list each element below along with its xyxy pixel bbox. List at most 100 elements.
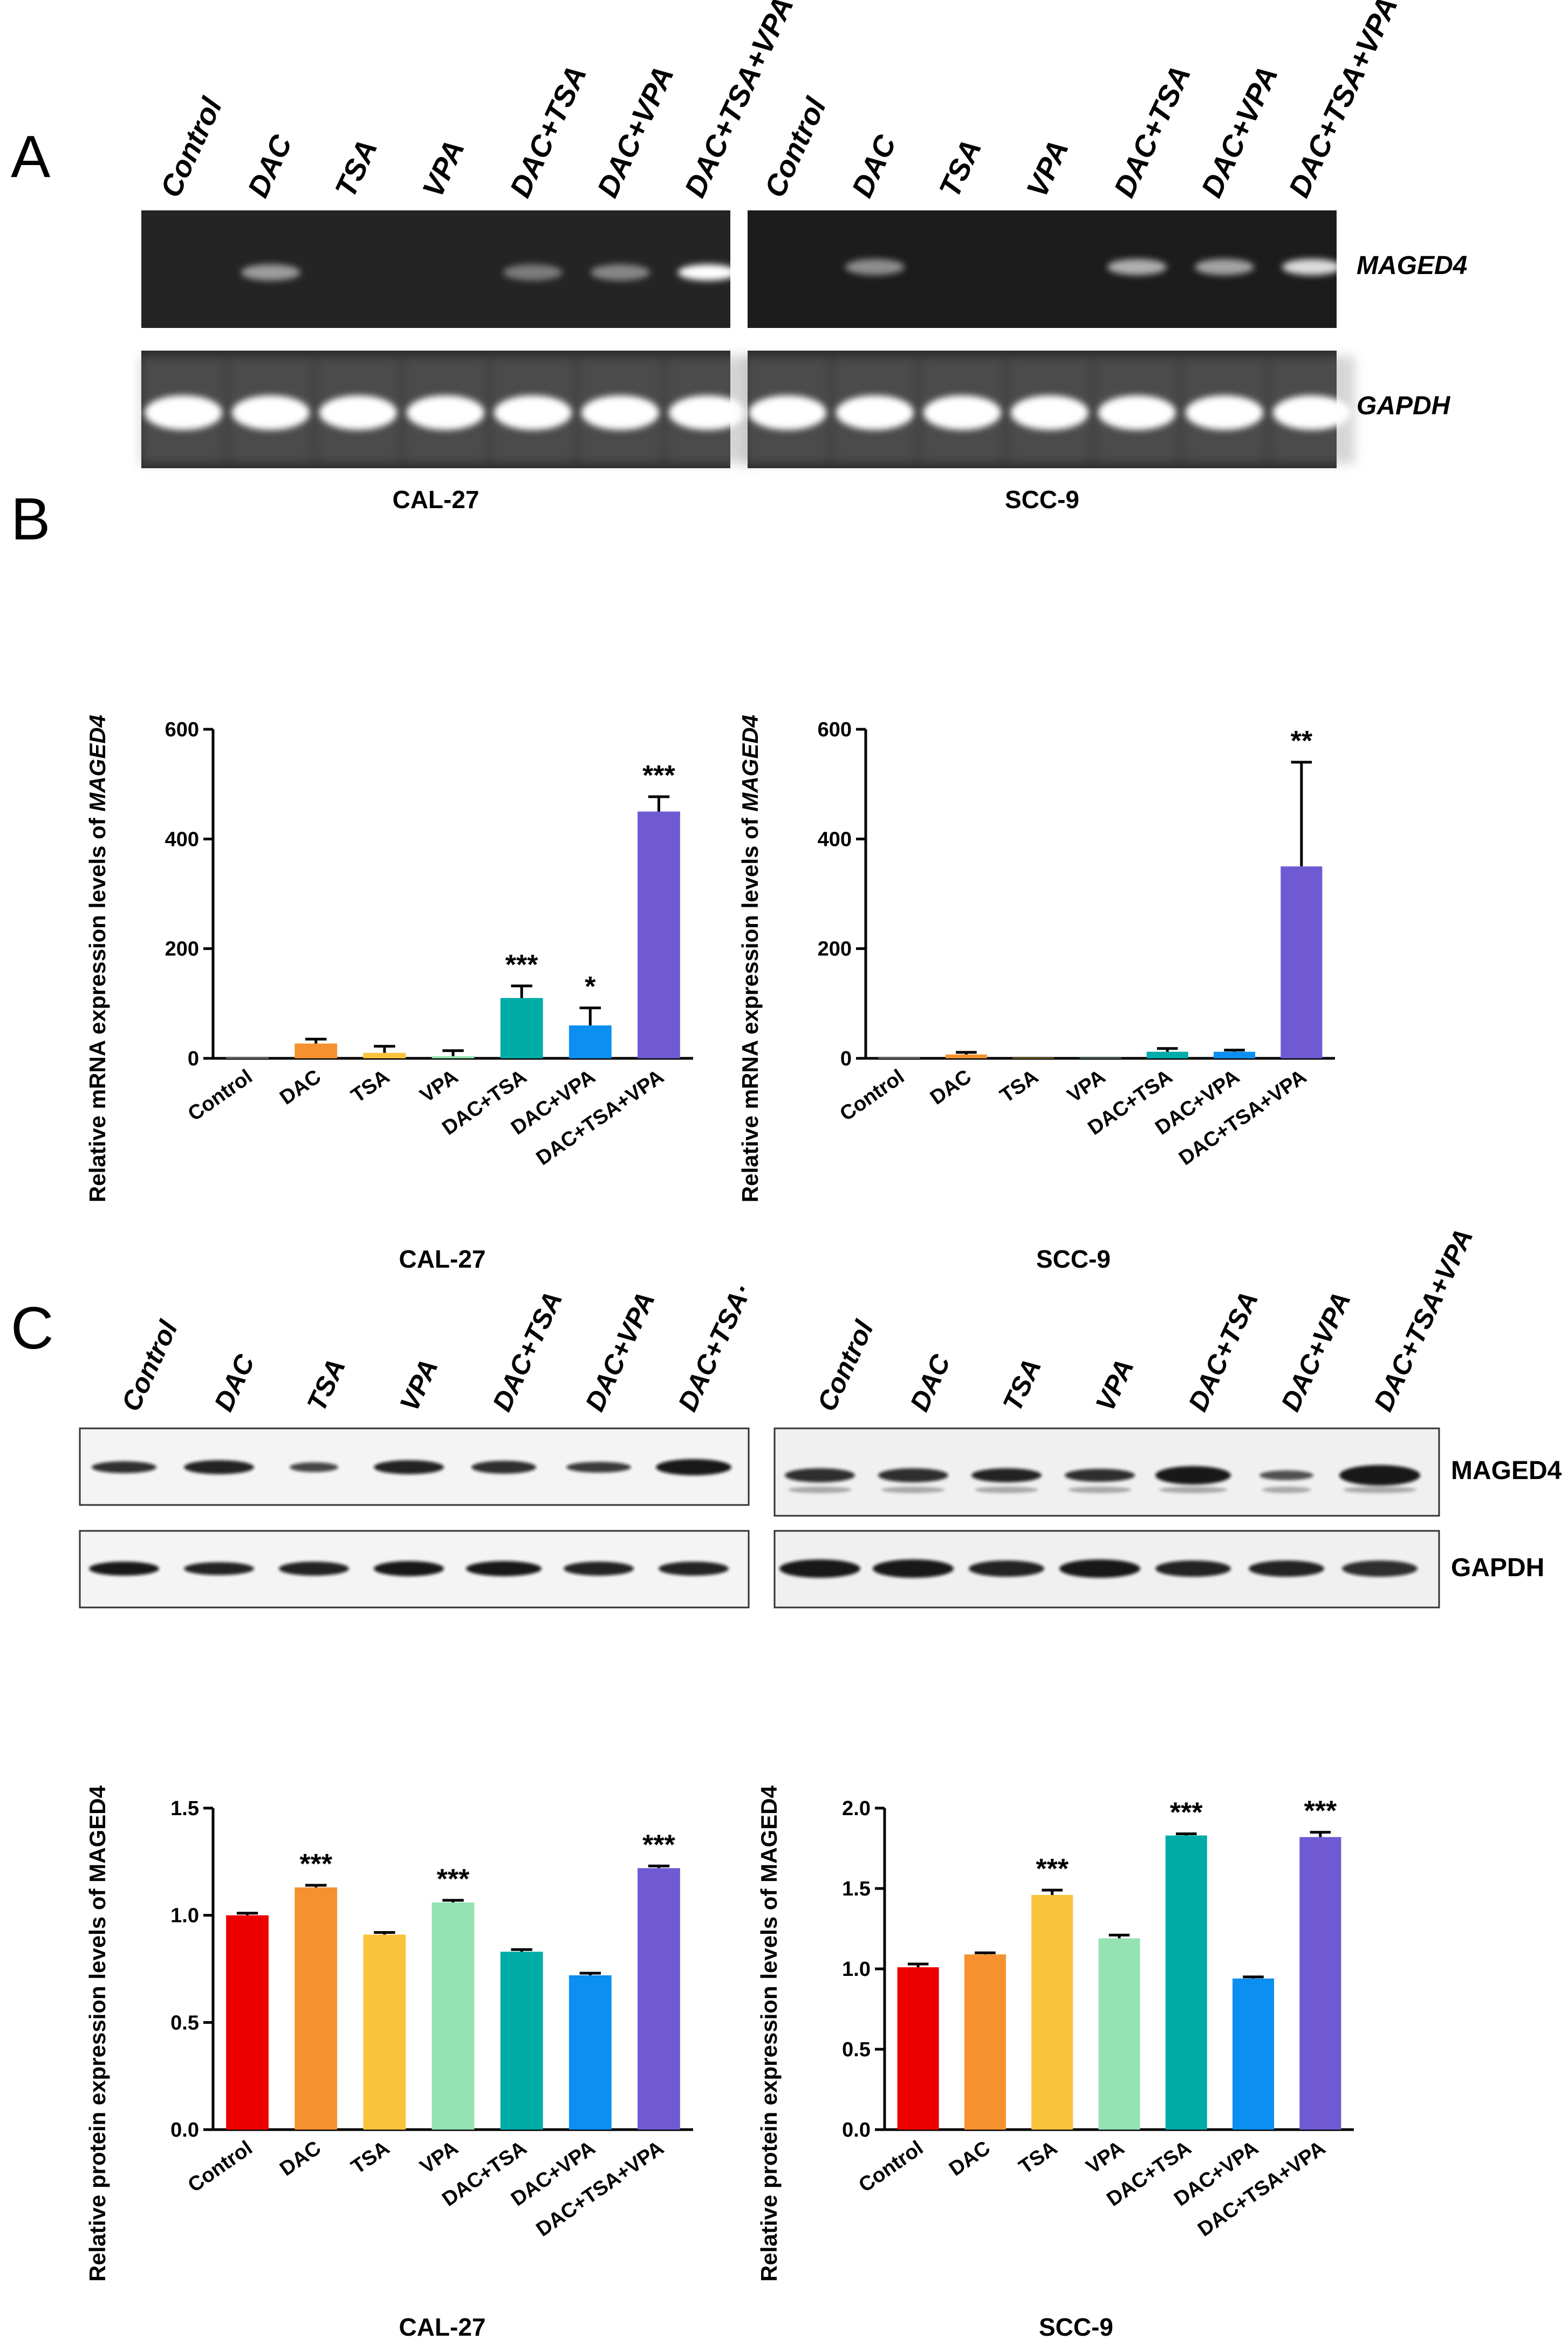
western-band-1 <box>873 1559 954 1578</box>
category-label-0: Control <box>836 1065 909 1126</box>
bar-1 <box>295 1887 338 2130</box>
gel-band-label-gapdh: GAPDH <box>1357 392 1451 420</box>
gel-band-gapdh-0 <box>145 395 222 430</box>
bar-2 <box>1031 1894 1073 2130</box>
bar-1 <box>945 1054 987 1058</box>
y-axis-label-gene: MAGED4 <box>85 715 110 812</box>
panel-letter-b: B <box>11 486 50 552</box>
western-band-5 <box>564 1562 634 1576</box>
western-band-4 <box>466 1561 542 1576</box>
y-tick-label: 400 <box>818 828 852 851</box>
gel-lane-label-scc9-5: DAC+VPA <box>1195 61 1284 202</box>
bar-1 <box>964 1954 1006 2130</box>
gel-band-4 <box>503 264 563 280</box>
bar-0 <box>226 1915 269 2130</box>
western-band-3 <box>1065 1469 1135 1482</box>
gel-cell-line-cal27: CAL-27 <box>392 485 479 514</box>
y-tick-label: 0.5 <box>842 2038 871 2061</box>
gel-band-gapdh-0 <box>749 395 826 430</box>
bar-3 <box>432 1902 475 2130</box>
y-tick-label: 1.0 <box>170 1905 199 1927</box>
gel-lane-label-cal27-2: TSA <box>328 134 384 202</box>
category-label-0: Control <box>184 2137 257 2197</box>
gel-band-5 <box>1195 259 1254 275</box>
gel-band-gapdh-2 <box>923 395 1001 430</box>
gel-band-gapdh-2 <box>319 395 397 430</box>
western-lane-labels-cal27: Control DAC TSA VPA DAC+TSA DAC+VPA DAC+TSA· <box>115 1279 757 1416</box>
western-band-3 <box>374 1460 444 1474</box>
y-tick-label: 600 <box>818 719 852 741</box>
western-band-0 <box>779 1559 860 1578</box>
western-band-faint-2 <box>974 1487 1039 1493</box>
western-lane-label-scc9-2: TSA <box>997 1354 1047 1415</box>
western-band-label-gapdh: GAPDH <box>1451 1554 1544 1582</box>
category-label-3: VPA <box>416 1065 462 1107</box>
western-band-0 <box>785 1468 855 1482</box>
gel-image-gapdh-cal27 <box>140 351 751 468</box>
western-band-3 <box>1059 1559 1140 1578</box>
gel-band-5 <box>591 264 650 280</box>
western-band-2 <box>969 1561 1044 1577</box>
bar-3 <box>1098 1938 1140 2130</box>
chart-title: CAL-27 <box>399 2313 485 2341</box>
significance-label-5: * <box>585 971 596 1002</box>
bar-4 <box>1146 1051 1188 1058</box>
gel-band-gapdh-3 <box>407 395 484 430</box>
gel-band-1 <box>241 264 300 280</box>
western-band-0 <box>89 1562 159 1576</box>
gel-band-label-maged4: MAGED4 <box>1357 251 1467 280</box>
y-axis-label: Relative mRNA expression levels of MAGED… <box>85 715 110 1202</box>
y-tick-label: 0.5 <box>170 2011 199 2034</box>
western-band-6 <box>656 1459 731 1475</box>
western-lane-label-scc9-6: DAC+TSA+VPA <box>1368 1224 1478 1415</box>
chart-title: CAL-27 <box>399 1245 485 1273</box>
western-lane-label-cal27-1: DAC <box>208 1350 261 1416</box>
category-label-2: TSA <box>996 1065 1043 1107</box>
bar-5 <box>1214 1051 1256 1058</box>
western-band-1 <box>184 1562 254 1575</box>
y-axis-label-gene: MAGED4 <box>737 715 763 812</box>
y-tick-label: 2.0 <box>842 1797 871 1820</box>
gel-band-1 <box>845 259 905 275</box>
category-label-1: DAC <box>945 2137 995 2181</box>
y-axis-label-text: Relative mRNA expression levels of <box>85 812 110 1202</box>
category-label-1: DAC <box>276 1065 325 1110</box>
bar-2 <box>363 1934 406 2130</box>
category-label-3: VPA <box>416 2137 462 2179</box>
western-band-5 <box>1249 1561 1324 1577</box>
category-label-6: DAC+TSA+VPA <box>532 1065 668 1170</box>
western-band-faint-0 <box>788 1487 852 1493</box>
gel-lane-label-scc9-2: TSA <box>933 134 988 202</box>
y-tick-label: 1.5 <box>842 1878 871 1900</box>
western-image-gapdh-cal27 <box>79 1530 750 1609</box>
western-lane-label-scc9-4: DAC+TSA <box>1182 1287 1264 1416</box>
y-tick-label: 400 <box>165 828 199 851</box>
panel-letter-a: A <box>11 124 51 190</box>
gel-lane-label-cal27-0: Control <box>154 92 229 202</box>
western-image-maged4-cal27 <box>79 1427 750 1506</box>
western-band-1 <box>878 1468 948 1482</box>
western-band-0 <box>92 1461 156 1473</box>
gel-image-maged4-cal27 <box>141 210 737 328</box>
western-band-4 <box>471 1461 536 1474</box>
gel-band-6 <box>678 264 737 280</box>
significance-label-6: *** <box>642 760 675 791</box>
y-axis-label: Relative protein expression levels of MA… <box>756 1785 782 2282</box>
y-tick-label: 0 <box>188 1048 199 1070</box>
western-band-faint-4 <box>1159 1487 1228 1493</box>
y-axis-label-text: Relative protein expression levels of MA… <box>756 1785 782 2282</box>
category-label-0: Control <box>855 2137 928 2197</box>
gel-band-gapdh-1 <box>232 395 310 430</box>
gel-lane-label-scc9-6: DAC+TSA+VPA <box>1282 0 1404 202</box>
bar-5 <box>569 1975 612 2130</box>
category-label-3: VPA <box>1063 1065 1110 1107</box>
bar-6 <box>638 1868 680 2130</box>
gel-band-gapdh-5 <box>1186 395 1263 430</box>
gel-band-gapdh-6 <box>1273 395 1351 430</box>
western-band-6 <box>1342 1561 1418 1577</box>
western-band-2 <box>279 1562 349 1576</box>
chart-protein-cal27: 0.0 0.5 1.0 1.5 Control *** DAC TSA *** VPA DAC+TS… <box>85 1785 693 2341</box>
bar-6 <box>1281 866 1323 1058</box>
western-band-6 <box>1339 1465 1420 1486</box>
